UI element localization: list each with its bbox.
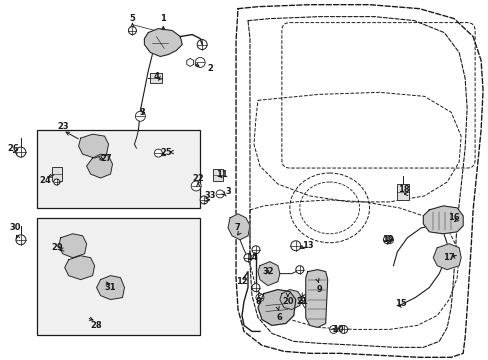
Ellipse shape xyxy=(128,27,136,35)
Polygon shape xyxy=(258,289,295,325)
Text: 2: 2 xyxy=(207,64,213,73)
Text: 29: 29 xyxy=(51,243,62,252)
Ellipse shape xyxy=(197,40,207,50)
Polygon shape xyxy=(144,28,182,57)
Ellipse shape xyxy=(216,190,224,198)
Ellipse shape xyxy=(251,246,260,254)
Text: 32: 32 xyxy=(262,267,273,276)
Ellipse shape xyxy=(104,282,112,289)
Text: 27: 27 xyxy=(101,154,112,163)
Text: 14: 14 xyxy=(245,253,257,262)
Polygon shape xyxy=(86,154,112,178)
Polygon shape xyxy=(279,289,301,310)
Text: 21: 21 xyxy=(295,297,307,306)
Ellipse shape xyxy=(16,235,26,245)
Text: 22: 22 xyxy=(192,174,203,183)
Text: 23: 23 xyxy=(57,122,68,131)
Ellipse shape xyxy=(383,236,390,244)
Text: 4: 4 xyxy=(153,72,159,81)
Text: 26: 26 xyxy=(7,144,19,153)
Text: 19: 19 xyxy=(381,235,392,244)
Text: 5: 5 xyxy=(129,14,135,23)
Text: 16: 16 xyxy=(447,213,459,222)
Ellipse shape xyxy=(244,254,251,262)
Polygon shape xyxy=(305,270,327,328)
Bar xyxy=(52,167,61,181)
Text: 10: 10 xyxy=(331,325,343,334)
Polygon shape xyxy=(79,134,108,158)
Ellipse shape xyxy=(154,149,162,157)
Polygon shape xyxy=(227,214,249,240)
Ellipse shape xyxy=(16,147,26,157)
Bar xyxy=(37,130,200,208)
Polygon shape xyxy=(186,58,193,67)
Ellipse shape xyxy=(195,58,205,67)
Polygon shape xyxy=(423,206,462,234)
Polygon shape xyxy=(432,244,460,270)
Text: 17: 17 xyxy=(443,253,454,262)
Text: 3: 3 xyxy=(139,108,145,117)
Ellipse shape xyxy=(290,241,300,251)
Text: 6: 6 xyxy=(276,313,282,322)
Text: 13: 13 xyxy=(301,241,313,250)
Ellipse shape xyxy=(191,181,201,191)
Text: 1: 1 xyxy=(160,14,166,23)
Text: 18: 18 xyxy=(397,185,408,194)
Ellipse shape xyxy=(251,284,260,292)
Ellipse shape xyxy=(200,196,208,204)
Bar xyxy=(37,218,200,336)
Text: 30: 30 xyxy=(9,223,20,232)
Ellipse shape xyxy=(295,266,303,274)
Ellipse shape xyxy=(339,325,347,333)
Text: 11: 11 xyxy=(216,170,227,179)
Polygon shape xyxy=(59,234,86,258)
Polygon shape xyxy=(64,256,94,280)
Text: 20: 20 xyxy=(282,297,293,306)
Ellipse shape xyxy=(255,293,264,302)
Text: 24: 24 xyxy=(39,176,51,185)
Text: 8: 8 xyxy=(255,297,260,306)
Text: 9: 9 xyxy=(316,285,322,294)
Polygon shape xyxy=(96,276,124,300)
Text: 7: 7 xyxy=(234,223,240,232)
Text: 28: 28 xyxy=(91,321,102,330)
Bar xyxy=(213,169,223,181)
Ellipse shape xyxy=(54,179,60,185)
Text: 12: 12 xyxy=(236,277,247,286)
Ellipse shape xyxy=(135,111,145,121)
Text: 33: 33 xyxy=(204,192,215,201)
Ellipse shape xyxy=(298,297,304,302)
Ellipse shape xyxy=(385,236,393,244)
Bar xyxy=(397,184,408,200)
Text: 31: 31 xyxy=(104,283,116,292)
Ellipse shape xyxy=(329,325,337,333)
Bar xyxy=(150,73,162,84)
Text: 25: 25 xyxy=(160,148,172,157)
Polygon shape xyxy=(258,262,279,285)
Text: 3: 3 xyxy=(225,188,230,197)
Text: 15: 15 xyxy=(395,299,407,308)
